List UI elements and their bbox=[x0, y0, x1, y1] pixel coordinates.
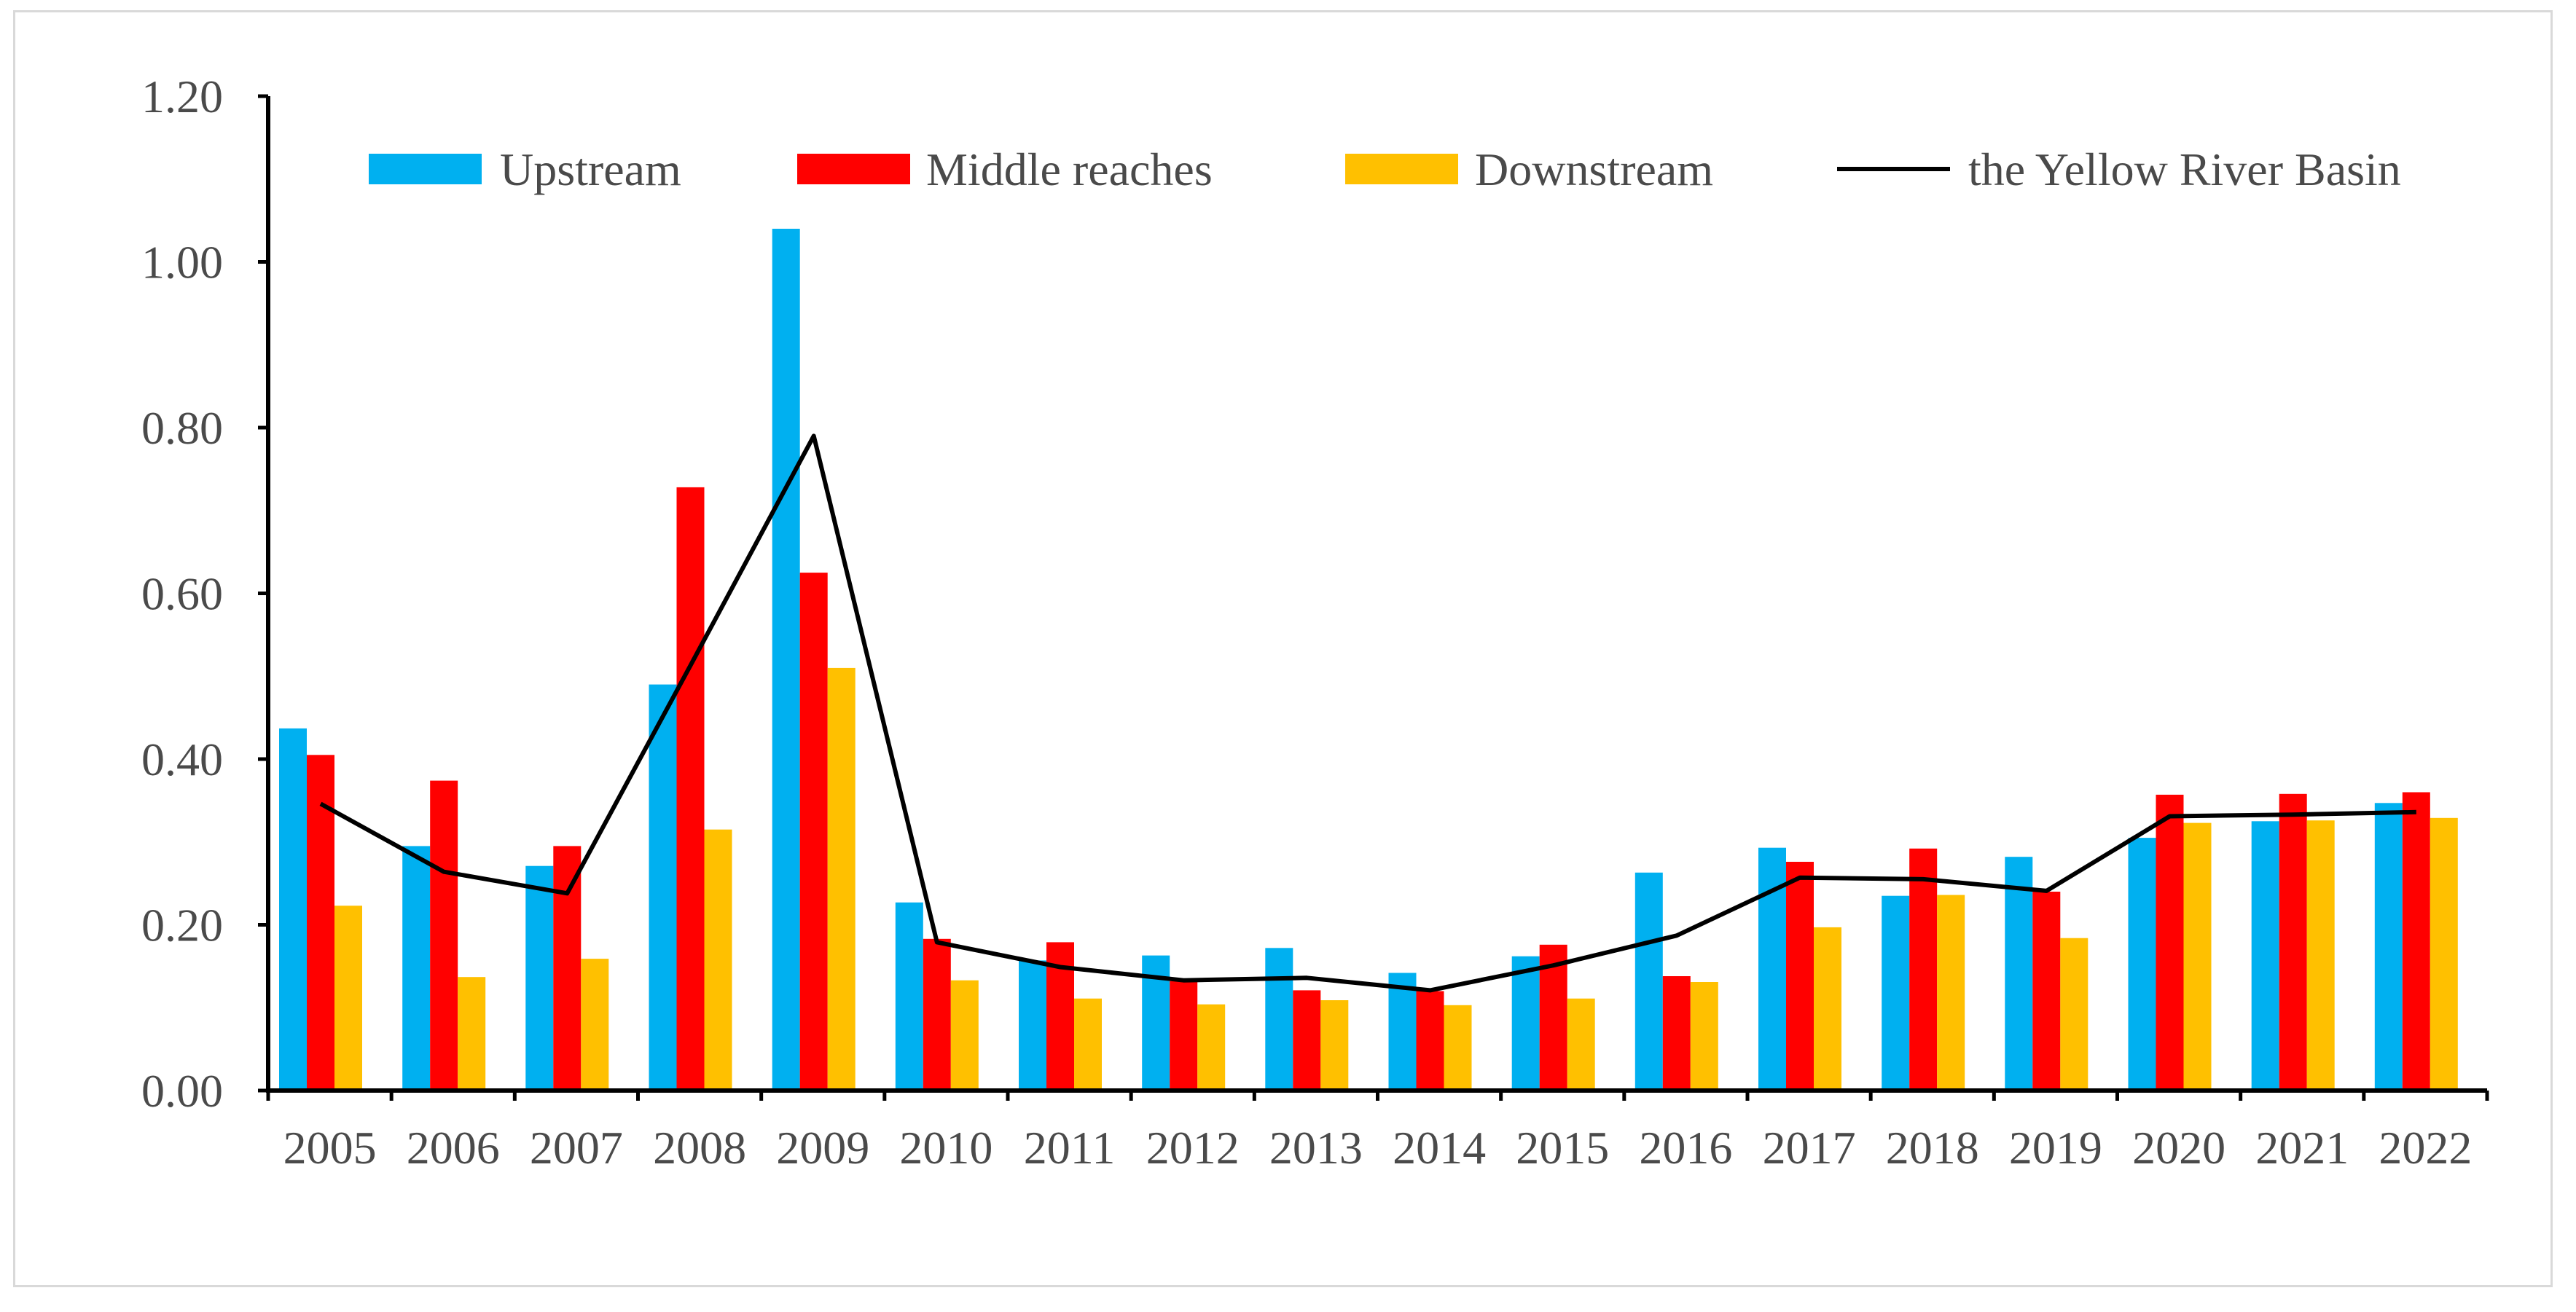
legend: Upstream Middle reaches Downstream the Yell… bbox=[369, 144, 2401, 195]
bar-middle-reaches-2013 bbox=[1293, 990, 1321, 1091]
legend-label-downstream: Downstream bbox=[1475, 144, 1713, 195]
legend-swatch-upstream bbox=[369, 154, 482, 184]
y-tick-label: 0.20 bbox=[141, 900, 223, 951]
bar-upstream-2009 bbox=[772, 229, 800, 1091]
bar-downstream-2017 bbox=[1814, 927, 1841, 1091]
bar-middle-reaches-2010 bbox=[923, 938, 951, 1091]
bar-middle-reaches-2018 bbox=[1909, 848, 1938, 1091]
bar-downstream-2006 bbox=[458, 977, 486, 1091]
bar-downstream-2019 bbox=[2060, 938, 2088, 1091]
bar-upstream-2019 bbox=[2005, 857, 2033, 1091]
bar-downstream-2009 bbox=[827, 667, 856, 1091]
y-tick-label: 0.40 bbox=[141, 734, 223, 785]
x-tick-label: 2022 bbox=[2379, 1122, 2472, 1174]
x-tick-label: 2007 bbox=[530, 1122, 623, 1174]
x-tick-label: 2013 bbox=[1269, 1122, 1363, 1174]
bar-upstream-2022 bbox=[2374, 803, 2403, 1091]
bar-downstream-2020 bbox=[2183, 822, 2212, 1091]
bar-middle-reaches-2016 bbox=[1662, 976, 1691, 1091]
x-tick-label: 2010 bbox=[899, 1122, 993, 1174]
bar-middle-reaches-2012 bbox=[1170, 981, 1198, 1091]
x-tick-label: 2012 bbox=[1146, 1122, 1240, 1174]
bar-middle-reaches-2017 bbox=[1786, 862, 1814, 1091]
combo-chart: 0.00 0.20 0.40 0.60 0.80 1.00 1.20 2005 2006 2007… bbox=[141, 71, 2489, 1174]
bar-middle-reaches-2008 bbox=[676, 487, 705, 1091]
bar-upstream-2014 bbox=[1388, 973, 1417, 1091]
legend-swatch-downstream bbox=[1345, 154, 1458, 184]
x-tick-label: 2015 bbox=[1516, 1122, 1609, 1174]
bar-downstream-2016 bbox=[1690, 982, 1718, 1091]
bar-upstream-2015 bbox=[1511, 956, 1540, 1091]
line-the-yellow-river-basin bbox=[319, 433, 2416, 993]
legend-label-the-yellow-river-basin: the Yellow River Basin bbox=[1968, 144, 2401, 195]
bar-middle-reaches-2014 bbox=[1416, 991, 1444, 1091]
y-tick-label: 0.60 bbox=[141, 568, 223, 620]
x-tick-label: 2019 bbox=[2009, 1122, 2102, 1174]
bar-upstream-2008 bbox=[649, 684, 677, 1091]
bar-middle-reaches-2006 bbox=[430, 780, 458, 1091]
x-tick-label: 2021 bbox=[2255, 1122, 2349, 1174]
bar-downstream-2012 bbox=[1197, 1004, 1226, 1091]
legend-label-middle-reaches: Middle reaches bbox=[926, 144, 1213, 195]
x-tick-label: 2005 bbox=[283, 1122, 377, 1174]
x-tick-label: 2008 bbox=[653, 1122, 746, 1174]
bar-downstream-2021 bbox=[2306, 820, 2335, 1091]
x-tick-label: 2011 bbox=[1024, 1122, 1116, 1174]
x-tick-label: 2020 bbox=[2132, 1122, 2225, 1174]
x-tick-label: 2018 bbox=[1886, 1122, 1979, 1174]
bar-downstream-2011 bbox=[1074, 998, 1102, 1091]
bar-middle-reaches-2020 bbox=[2156, 794, 2184, 1091]
x-tick-label: 2016 bbox=[1639, 1122, 1732, 1174]
x-tick-label: 2014 bbox=[1393, 1122, 1486, 1174]
chart-frame: 0.00 0.20 0.40 0.60 0.80 1.00 1.20 2005 2006 2007… bbox=[13, 10, 2553, 1287]
bar-downstream-2008 bbox=[704, 829, 732, 1091]
bar-middle-reaches-2021 bbox=[2279, 793, 2307, 1091]
bar-middle-reaches-2022 bbox=[2402, 792, 2430, 1091]
y-tick-label: 0.80 bbox=[141, 402, 223, 454]
bar-middle-reaches-2007 bbox=[553, 846, 582, 1091]
x-tick-label: 2017 bbox=[1763, 1122, 1856, 1174]
bar-middle-reaches-2019 bbox=[2032, 892, 2061, 1091]
bar-upstream-2013 bbox=[1265, 948, 1293, 1091]
bar-downstream-2014 bbox=[1444, 1005, 1472, 1091]
bar-upstream-2011 bbox=[1019, 960, 1046, 1091]
y-tick-label: 1.20 bbox=[141, 71, 223, 122]
line-layer bbox=[319, 433, 2416, 993]
legend-label-upstream: Upstream bbox=[500, 144, 681, 195]
bar-downstream-2007 bbox=[581, 959, 609, 1091]
bar-upstream-2018 bbox=[1882, 895, 1910, 1091]
x-tick-label: 2006 bbox=[407, 1122, 500, 1174]
bar-downstream-2010 bbox=[950, 980, 979, 1091]
bar-upstream-2010 bbox=[895, 902, 923, 1091]
bars-layer bbox=[279, 229, 2458, 1091]
axes-layer: 0.00 0.20 0.40 0.60 0.80 1.00 1.20 2005 2006 2007… bbox=[141, 71, 2489, 1174]
y-tick-label: 1.00 bbox=[141, 237, 223, 288]
bar-downstream-2005 bbox=[334, 906, 362, 1091]
bar-downstream-2018 bbox=[1937, 895, 1965, 1091]
x-tick-label: 2009 bbox=[776, 1122, 869, 1174]
bar-upstream-2006 bbox=[402, 846, 431, 1091]
y-tick-label: 0.00 bbox=[141, 1065, 223, 1117]
bar-middle-reaches-2009 bbox=[799, 573, 828, 1091]
bar-downstream-2015 bbox=[1567, 998, 1595, 1091]
bar-upstream-2020 bbox=[2128, 838, 2156, 1091]
bar-upstream-2021 bbox=[2251, 821, 2279, 1091]
bar-upstream-2005 bbox=[279, 728, 307, 1091]
bar-upstream-2007 bbox=[525, 865, 554, 1091]
bar-downstream-2022 bbox=[2430, 817, 2458, 1091]
legend-swatch-middle-reaches bbox=[797, 154, 910, 184]
bar-upstream-2016 bbox=[1635, 872, 1663, 1091]
bar-downstream-2013 bbox=[1320, 1000, 1349, 1091]
